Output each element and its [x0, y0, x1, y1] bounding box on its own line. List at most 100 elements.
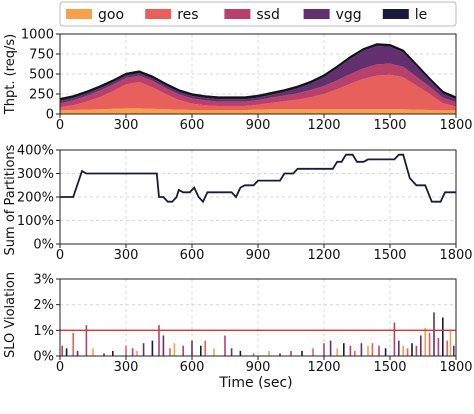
y-tick-label: 0%: [33, 238, 54, 253]
slo-bar: [301, 350, 303, 356]
slo-bar: [428, 332, 431, 356]
slo-bar: [252, 353, 255, 356]
x-tick-label: 1500: [373, 118, 406, 133]
legend-swatch-goo: [66, 9, 92, 19]
slo-bar: [433, 312, 435, 356]
y-tick-label: 400%: [17, 144, 54, 159]
slo-bar: [182, 345, 184, 356]
slo-bar: [213, 348, 215, 356]
x-tick-label: 600: [180, 248, 205, 263]
slo-bar: [112, 350, 114, 356]
slo-bar: [402, 345, 404, 356]
slo-bar: [92, 348, 94, 356]
slo-bar: [76, 350, 79, 356]
slo-bar: [239, 350, 242, 356]
partitions-ylabel: Sum of Partitions: [3, 144, 18, 255]
slo-bar: [61, 345, 63, 356]
slo-bar: [393, 322, 396, 356]
slo-ylabel: SLO Violation: [3, 272, 18, 358]
slo-bar: [131, 348, 134, 356]
x-tick-label: 1800: [439, 118, 472, 133]
slo-bar: [136, 350, 138, 356]
x-tick-label: 0: [56, 248, 64, 263]
y-tick-label: 300%: [17, 167, 54, 182]
slo-bar: [411, 343, 413, 356]
legend-swatch-res: [145, 9, 172, 19]
slo-bar: [415, 345, 418, 356]
slo-bar: [200, 345, 202, 356]
legend-swatch-ssd: [224, 9, 251, 19]
slo-bar: [343, 343, 345, 356]
throughput-panel: Thpt. (req/s) 0 300 600 900 1200 1500 18000250…: [3, 28, 473, 134]
y-tick-label: 2%: [33, 298, 54, 313]
slo-bar: [360, 343, 363, 356]
slo-bar: [424, 327, 426, 356]
slo-bar: [162, 335, 165, 356]
y-tick-label: 1000: [21, 28, 54, 43]
slo-bar: [354, 350, 356, 356]
x-tick-label: 600: [180, 360, 205, 375]
legend-label-goo: goo: [98, 7, 124, 23]
slo-bar: [158, 325, 160, 356]
y-tick-label: 1%: [33, 324, 54, 339]
legend-swatch-vgg: [303, 9, 330, 19]
y-tick-label: 250: [29, 88, 54, 103]
slo-bar: [446, 340, 448, 356]
slo-bar: [191, 340, 193, 356]
slo-bar: [224, 335, 226, 356]
y-tick-label: 100%: [17, 214, 54, 229]
area-res: [60, 74, 456, 111]
slo-bar: [367, 345, 369, 356]
legend-label-vgg: vgg: [336, 7, 362, 23]
slo-bar: [384, 348, 387, 356]
slo-bar: [204, 340, 206, 356]
x-tick-label: 900: [246, 118, 271, 133]
legend-label-ssd: ssd: [256, 7, 279, 23]
slo-bar: [65, 348, 68, 356]
x-tick-label: 0: [56, 360, 64, 375]
slo-bar: [173, 343, 176, 356]
slo-bar: [290, 350, 292, 356]
slo-bar: [420, 335, 422, 356]
slo-bar: [85, 325, 88, 356]
slo-bar: [142, 343, 145, 356]
legend: goo res ssd vgg le: [59, 1, 457, 27]
slo-panel: SLO Violation Time (sec) 0 300 600 900 1200 1…: [3, 272, 473, 391]
area-goo: [60, 108, 456, 114]
slo-bar: [323, 343, 325, 356]
area-vgg: [60, 46, 456, 104]
throughput-ylabel: Thpt. (req/s): [3, 34, 18, 115]
x-tick-label: 1200: [307, 248, 340, 263]
slo-bar: [125, 345, 127, 356]
x-tick-label: 1200: [307, 360, 340, 375]
x-tick-label: 900: [246, 360, 271, 375]
slo-bar: [279, 353, 281, 356]
y-tick-label: 0: [46, 108, 54, 123]
x-tick-label: 1800: [439, 248, 472, 263]
x-tick-label: 300: [114, 360, 139, 375]
x-tick-label: 900: [246, 248, 271, 263]
slo-bar: [406, 348, 409, 356]
y-tick-label: 0%: [33, 350, 54, 365]
y-tick-label: 3%: [33, 273, 54, 288]
slo-bar: [336, 348, 338, 356]
slo-bar: [449, 330, 452, 356]
slo-bar: [151, 340, 154, 356]
slo-bar: [398, 340, 400, 356]
slo-bar: [371, 343, 374, 356]
slo-bar: [268, 350, 270, 356]
legend-box: [59, 1, 457, 27]
y-tick-label: 750: [29, 48, 54, 63]
slo-bar: [169, 348, 171, 356]
legend-label-res: res: [177, 7, 198, 23]
slo-bar: [378, 345, 380, 356]
x-tick-label: 1500: [373, 248, 406, 263]
slo-bar: [103, 353, 105, 356]
y-tick-label: 500: [29, 68, 54, 83]
partitions-panel: Sum of Partitions 0 300 600 900 1200 1500 1800…: [3, 144, 473, 264]
slo-bar: [442, 317, 444, 356]
slo-bar: [312, 348, 314, 356]
slo-bar: [349, 345, 352, 356]
area-ssd: [60, 63, 456, 108]
